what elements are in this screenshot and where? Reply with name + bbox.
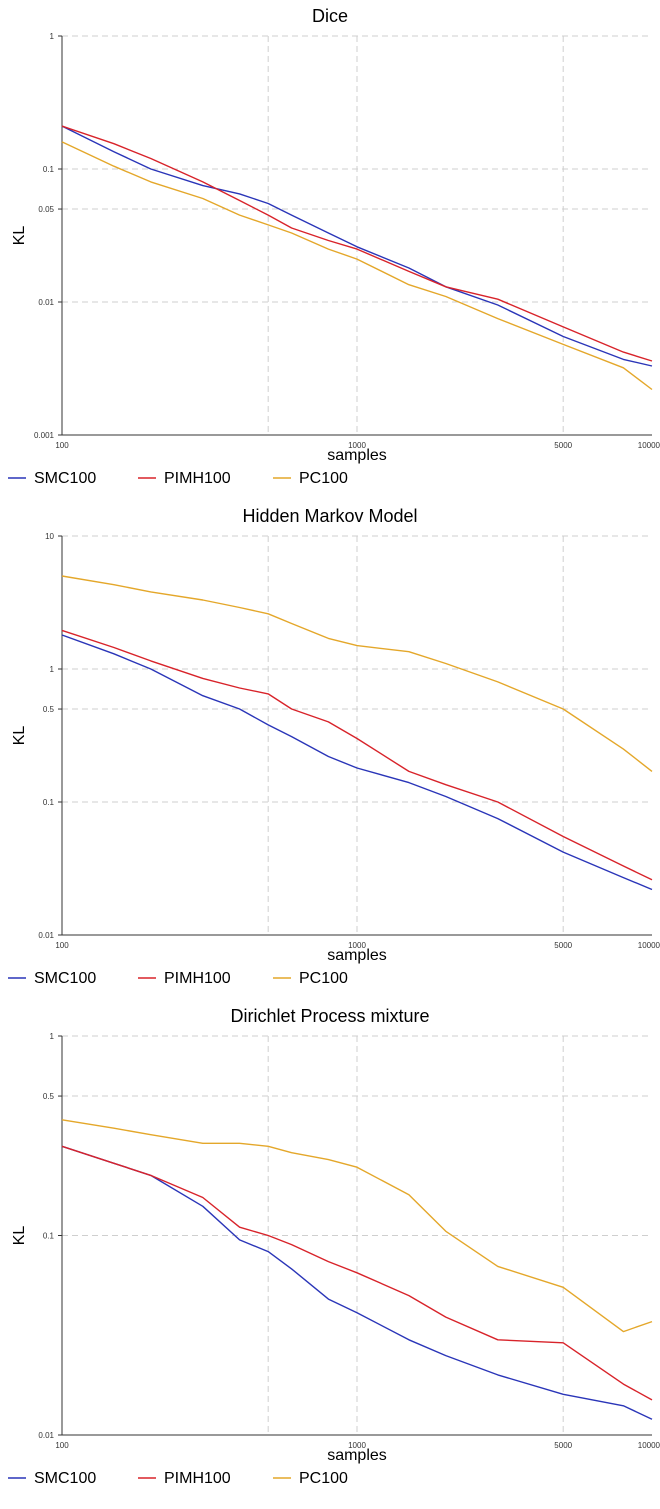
series-line-smc100 [61, 1145, 653, 1420]
grid [62, 35, 652, 435]
y-tick-label: 0.01 [38, 1431, 54, 1440]
legend-label-pimh100: PIMH100 [164, 1470, 231, 1487]
x-tick-label: 1000 [348, 441, 366, 450]
series-line-pc100 [61, 575, 653, 772]
series-line-pimh100 [61, 1145, 653, 1401]
y-tick-label: 0.001 [34, 431, 55, 440]
x-tick-label: 5000 [554, 1441, 572, 1450]
y-tick-label: 1 [50, 1032, 55, 1041]
y-tick-label: 10 [45, 532, 54, 541]
chart-panel-dirichlet-process-mixture: Dirichlet Process mixture 0.01 0.1 0.5 1 100 1… [0, 1000, 660, 1500]
series-line-smc100 [61, 634, 653, 891]
y-axis-label: KL [11, 1226, 28, 1246]
x-tick-label: 10000 [638, 1441, 660, 1450]
chart-svg-hidden-markov-model: Hidden Markov Model 0.01 0.1 0.5 1 10 100 1000 5… [8, 506, 660, 987]
y-tick-label: 0.05 [38, 205, 54, 214]
x-tick-label: 10000 [638, 941, 660, 950]
series-line-pc100 [61, 1119, 653, 1333]
y-tick-label: 0.5 [43, 705, 55, 714]
y-tick-label: 0.1 [43, 1232, 55, 1241]
x-axis-label: samples [327, 1447, 387, 1464]
y-tick-label: 0.5 [43, 1092, 55, 1101]
x-tick-label: 5000 [554, 941, 572, 950]
y-tick-label: 0.01 [38, 298, 54, 307]
y-axis-label: KL [11, 726, 28, 746]
chart-title: Hidden Markov Model [242, 506, 417, 526]
legend-label-pc100: PC100 [299, 1470, 348, 1487]
x-tick-label: 10000 [638, 441, 660, 450]
chart-svg-dirichlet-process-mixture: Dirichlet Process mixture 0.01 0.1 0.5 1 100 1… [8, 1006, 660, 1487]
x-tick-label: 100 [55, 1441, 69, 1450]
x-tick-label: 1000 [348, 1441, 366, 1450]
chart-title: Dirichlet Process mixture [230, 1006, 429, 1026]
y-tick-label: 1 [50, 665, 55, 674]
chart-panel-hidden-markov-model: Hidden Markov Model 0.01 0.1 0.5 1 10 100 1000 5… [0, 500, 660, 1000]
y-tick-label: 1 [50, 32, 55, 41]
chart-panel-dice: Dice 0.001 0.01 0.05 0.1 1 100 1000 5000 10000 sam… [0, 0, 660, 500]
series-line-pimh100 [61, 125, 653, 362]
legend-label-smc100: SMC100 [34, 1470, 96, 1487]
x-axis-label: samples [327, 447, 387, 464]
legend-label-pimh100: PIMH100 [164, 970, 231, 987]
grid [62, 535, 652, 935]
legend-label-pimh100: PIMH100 [164, 470, 231, 487]
x-tick-label: 100 [55, 441, 69, 450]
series-line-smc100 [61, 125, 653, 367]
series-line-pimh100 [61, 629, 653, 881]
x-tick-label: 1000 [348, 941, 366, 950]
chart-title: Dice [312, 6, 348, 26]
series-line-pc100 [61, 141, 653, 391]
x-tick-label: 100 [55, 941, 69, 950]
y-axis-label: KL [11, 226, 28, 246]
legend-label-pc100: PC100 [299, 470, 348, 487]
x-tick-label: 5000 [554, 441, 572, 450]
y-tick-label: 0.1 [43, 798, 55, 807]
y-tick-label: 0.01 [38, 931, 54, 940]
grid [62, 1035, 652, 1435]
legend-label-smc100: SMC100 [34, 970, 96, 987]
x-axis-label: samples [327, 947, 387, 964]
y-tick-label: 0.1 [43, 165, 55, 174]
legend-label-smc100: SMC100 [34, 470, 96, 487]
chart-svg-dice: Dice 0.001 0.01 0.05 0.1 1 100 1000 5000 10000 sam… [8, 6, 660, 487]
legend-label-pc100: PC100 [299, 970, 348, 987]
